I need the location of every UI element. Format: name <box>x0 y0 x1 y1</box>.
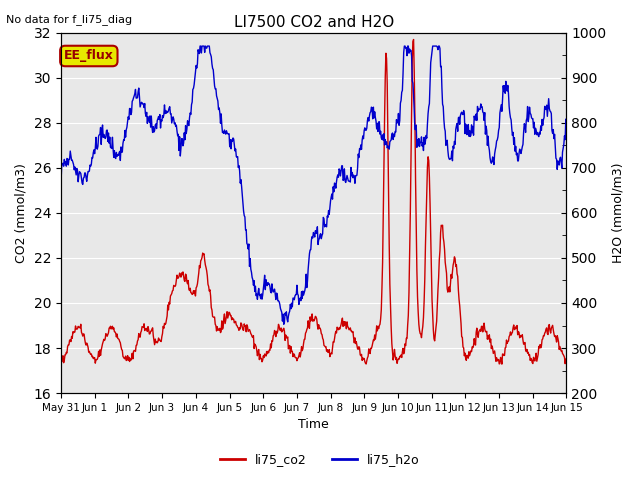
li75_co2 <box>57 356 65 361</box>
li75_h2o <box>563 123 570 129</box>
Text: No data for f_li75_diag: No data for f_li75_diag <box>6 14 132 25</box>
li75_h2o <box>280 322 287 327</box>
Line: li75_co2: li75_co2 <box>61 39 566 364</box>
Line: li75_h2o: li75_h2o <box>61 46 566 324</box>
Text: EE_flux: EE_flux <box>64 49 114 62</box>
li75_co2 <box>234 325 242 331</box>
Legend: li75_co2, li75_h2o: li75_co2, li75_h2o <box>215 448 425 471</box>
li75_h2o <box>235 163 243 168</box>
li75_co2 <box>116 340 124 346</box>
li75_co2 <box>365 347 373 352</box>
li75_h2o <box>254 290 262 296</box>
Y-axis label: CO2 (mmol/m3): CO2 (mmol/m3) <box>15 163 28 263</box>
li75_h2o <box>396 122 403 128</box>
li75_co2 <box>394 357 402 363</box>
li75_co2 <box>253 353 261 359</box>
li75_h2o <box>210 75 218 81</box>
li75_h2o <box>116 157 124 163</box>
li75_h2o <box>196 43 204 49</box>
li75_h2o <box>57 179 65 185</box>
li75_co2 <box>563 358 570 364</box>
Y-axis label: H2O (mmol/m3): H2O (mmol/m3) <box>612 163 625 263</box>
X-axis label: Time: Time <box>298 419 329 432</box>
li75_co2 <box>209 314 217 320</box>
Title: LI7500 CO2 and H2O: LI7500 CO2 and H2O <box>234 15 394 30</box>
li75_co2 <box>410 36 417 42</box>
li75_h2o <box>367 109 374 115</box>
li75_co2 <box>498 361 506 367</box>
